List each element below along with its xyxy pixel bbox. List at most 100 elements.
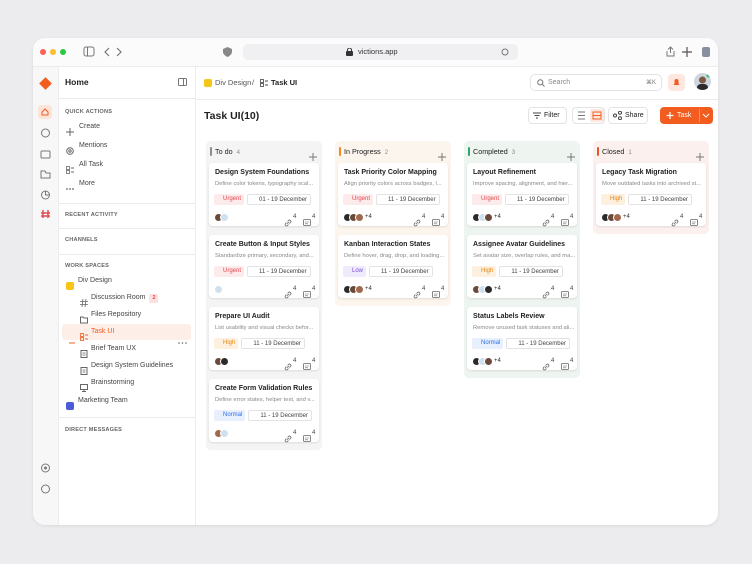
- task-card[interactable]: Design System Foundations Define color to…: [209, 163, 319, 227]
- icon-shape: [41, 128, 50, 138]
- task-card[interactable]: Layout Refinement Improve spacing, alignm…: [467, 163, 577, 227]
- assignee-avatar: [220, 213, 229, 222]
- comment-count: 4: [570, 214, 574, 220]
- task-card[interactable]: Create Button & Input Styles Standardize …: [209, 235, 319, 299]
- rail-icons[interactable]: [40, 128, 51, 218]
- notification-button[interactable]: [668, 74, 685, 91]
- sidebar-title: Home: [65, 77, 89, 87]
- icon: [66, 282, 74, 290]
- icon: [671, 219, 679, 227]
- workspace-item[interactable]: Div Design: [78, 277, 112, 284]
- divider: [58, 417, 195, 418]
- search-placeholder: Search: [548, 79, 571, 86]
- icon-shape: [303, 363, 311, 370]
- card-desc: Set avatar size, overlap rules, and ma..…: [473, 253, 576, 259]
- icon-shape: [185, 342, 187, 344]
- browser-actions[interactable]: [665, 46, 711, 58]
- logo[interactable]: [39, 77, 52, 90]
- card-title: Layout Refinement: [473, 169, 537, 176]
- active-row: [62, 324, 191, 340]
- quick-action[interactable]: Mentions: [79, 142, 108, 149]
- extra-assignees: +4: [623, 214, 630, 220]
- new-task-button[interactable]: Task: [660, 107, 713, 124]
- task-card[interactable]: Kanban Interaction States Define hover, d…: [338, 235, 448, 299]
- home-icon[interactable]: [38, 105, 52, 119]
- quick-action[interactable]: More: [79, 180, 95, 187]
- date-range: 11 - 19 December: [499, 266, 563, 277]
- section-heading: CHANNELS: [65, 237, 98, 243]
- link-icon: [284, 214, 292, 232]
- assignee-avatar: [613, 213, 622, 222]
- search-box[interactable]: Search ⌘K: [530, 74, 662, 91]
- icon-shape: [66, 170, 70, 174]
- close-dot[interactable]: [40, 49, 46, 55]
- minimize-dot[interactable]: [50, 49, 56, 55]
- quick-action[interactable]: Create: [79, 123, 101, 130]
- workspace-item[interactable]: Files Repository: [91, 311, 142, 318]
- workspace-item[interactable]: Discussion Room: [91, 294, 146, 301]
- priority-tag: Urgent: [214, 194, 245, 205]
- rail-bottom-icons[interactable]: [40, 463, 51, 498]
- icon-shape: [542, 291, 550, 299]
- link-icon: [413, 214, 421, 232]
- icon: [80, 379, 88, 397]
- shield-icon: [223, 47, 232, 57]
- workspace-item[interactable]: Brief Team UX: [91, 345, 136, 352]
- icon: [80, 345, 88, 363]
- share-button[interactable]: Share: [608, 107, 648, 124]
- quick-action[interactable]: All Task: [79, 161, 103, 168]
- url-bar[interactable]: victions.app: [243, 44, 518, 60]
- column-count: 3: [511, 149, 516, 156]
- task-card[interactable]: Legacy Task Migration Move outdated tasks…: [596, 163, 706, 227]
- date-range: 11 - 19 December: [247, 266, 311, 277]
- icon-shape: [671, 219, 679, 227]
- comment-count: 4: [441, 214, 445, 220]
- column-name: Completed: [473, 147, 508, 156]
- new-task-label: Task: [677, 111, 692, 119]
- nav-icons[interactable]: [83, 46, 123, 58]
- link-icon: [284, 358, 292, 376]
- icon: [533, 112, 541, 119]
- task-card[interactable]: Task Priority Color Mapping Align priorit…: [338, 163, 448, 227]
- link-count: 4: [293, 214, 297, 220]
- priority-tag: Low: [343, 266, 367, 277]
- comment-icon: [561, 358, 569, 376]
- icon-shape: [41, 210, 50, 218]
- icon-shape: [284, 291, 292, 299]
- collapse-icon[interactable]: [178, 78, 187, 86]
- zoom-dot[interactable]: [60, 49, 66, 55]
- user-avatar[interactable]: [694, 73, 711, 90]
- icon: [66, 180, 74, 198]
- task-card[interactable]: Create Form Validation Rules Define error…: [209, 379, 319, 443]
- task-card[interactable]: Assignee Avatar Guidelines Set avatar siz…: [467, 235, 577, 299]
- view-toggle[interactable]: [572, 107, 605, 124]
- icon: [561, 291, 569, 298]
- breadcrumb[interactable]: Div Design: [215, 78, 252, 87]
- icon-shape: [41, 463, 50, 473]
- breadcrumb-separator: /: [252, 78, 255, 87]
- icon-shape: [434, 221, 438, 225]
- extra-assignees: +4: [494, 358, 501, 364]
- icon-shape: [69, 188, 71, 190]
- divider: [195, 99, 718, 100]
- icon-shape: [673, 79, 680, 85]
- task-card[interactable]: Prepare UI Audit List usability and visua…: [209, 307, 319, 371]
- workspace-item[interactable]: Task UI: [91, 328, 115, 335]
- filter-button[interactable]: Filter: [528, 107, 567, 124]
- icon: [66, 161, 74, 179]
- workspace-item[interactable]: Brainstorming: [91, 379, 135, 386]
- task-card[interactable]: Status Labels Review Remove unused task s…: [467, 307, 577, 371]
- link-icon: [284, 430, 292, 448]
- board-column: To do 4 Design System Foundations Define co…: [206, 141, 322, 450]
- icon-shape: [305, 365, 309, 369]
- breadcrumb[interactable]: Task UI: [271, 78, 298, 87]
- icon-shape: [72, 188, 74, 190]
- link-count: 4: [680, 214, 684, 220]
- extra-assignees: +4: [494, 286, 501, 292]
- workspace-item[interactable]: Marketing Team: [78, 397, 128, 404]
- workspace-item[interactable]: Design System Guidelines: [91, 362, 174, 369]
- card-desc: Align priority colors across badges, l..…: [344, 181, 442, 187]
- assignee-avatar: [220, 357, 229, 366]
- link-icon: [542, 358, 550, 376]
- icon: [346, 48, 353, 56]
